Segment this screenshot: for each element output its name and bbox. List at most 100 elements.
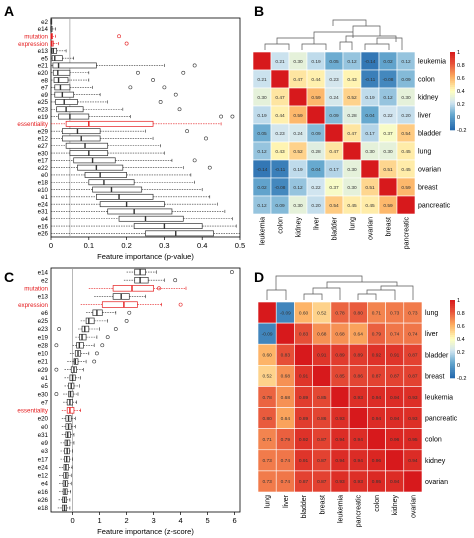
outlier-point — [219, 114, 224, 119]
cell-value-label: -0.14 — [257, 167, 268, 173]
category-label: e20 — [38, 70, 49, 77]
x-tick-label: 0.2 — [121, 241, 131, 250]
colorbar-segment — [450, 325, 455, 328]
column-label: ovarian — [368, 217, 375, 240]
cell-value-label: 0.74 — [390, 331, 400, 337]
cell-value-label: 0.52 — [262, 374, 272, 380]
cell-value-label: 0.64 — [281, 416, 291, 422]
category-label: mutation — [24, 286, 48, 293]
category-label: e21 — [38, 359, 49, 366]
colorbar-segment — [450, 120, 455, 123]
cell-value-label: 0.60 — [299, 310, 309, 316]
cell-value-label: 0.44 — [275, 113, 285, 119]
cell-value-label: 0.91 — [299, 374, 309, 380]
cell-value-label: 0.37 — [329, 185, 339, 191]
cell-value-label: 0.23 — [329, 77, 339, 83]
colorbar-segment — [450, 309, 455, 312]
colorbar-segment — [450, 364, 455, 367]
cell-value-label: 0.12 — [347, 59, 357, 65]
cell-value-label: 0.45 — [401, 167, 411, 173]
cell-value-label: 0.95 — [372, 479, 382, 485]
colorbar-tick-label: 1 — [457, 50, 460, 56]
cell-value-label: 0.96 — [372, 458, 382, 464]
cell-value-label: 0.22 — [311, 185, 321, 191]
panel-c-boxplot: e14e2mutatione13expressione6e25e23e19e28… — [17, 267, 241, 536]
cell-value-label: 0.45 — [365, 203, 375, 209]
cell-value-label: 0.60 — [262, 353, 272, 359]
row-label: leukemia — [425, 395, 453, 402]
heatmap-cell — [306, 105, 326, 125]
cell-value-label: 0.59 — [383, 203, 393, 209]
outlier-point — [117, 34, 121, 39]
cell-value-label: 0.09 — [401, 77, 411, 83]
x-tick-label: 0.1 — [84, 241, 94, 250]
outlier-point — [54, 343, 59, 348]
column-label: breast — [319, 495, 326, 515]
colorbar-segment — [450, 329, 455, 332]
outlier-point — [178, 302, 183, 307]
cell-value-label: -0.08 — [275, 185, 286, 191]
column-label: breast — [386, 217, 393, 237]
colorbar-segment — [450, 71, 455, 74]
category-label: e18 — [38, 179, 49, 186]
panel-label-c: C — [4, 269, 14, 285]
colorbar-segment — [450, 110, 455, 113]
category-label: e23 — [38, 106, 49, 113]
heatmap-cell — [252, 51, 272, 71]
cell-value-label: 0.94 — [390, 416, 400, 422]
category-label: e31 — [38, 209, 49, 216]
colorbar-segment — [450, 300, 455, 303]
category-label: e9 — [41, 440, 48, 447]
colorbar-segment — [450, 313, 455, 316]
cell-value-label: 0.20 — [401, 113, 411, 119]
cell-value-label: 0.79 — [281, 437, 291, 443]
panel-d-heatmap: -0.09 0.60 0.52 0.78 0.80 0.71 0.73 0.73-0.09 0.… — [257, 275, 466, 527]
row-label: liver — [418, 113, 432, 120]
row-label: lung — [418, 149, 431, 156]
category-label: expression — [18, 302, 48, 309]
cell-value-label: 0.12 — [257, 203, 267, 209]
box — [85, 317, 95, 325]
cell-value-label: 0.91 — [390, 353, 400, 359]
cell-value-label: 0.73 — [262, 458, 272, 464]
x-tick-label: 1 — [98, 516, 102, 525]
category-label: e2 — [41, 277, 48, 284]
box — [88, 179, 135, 186]
cell-value-label: 0.87 — [317, 437, 327, 443]
heatmap-cell — [312, 365, 332, 387]
heatmap-cell — [367, 428, 386, 451]
heatmap-cell — [348, 407, 368, 429]
cell-value-label: 0.73 — [390, 310, 400, 316]
colorbar-segment — [450, 98, 455, 102]
category-label: e16 — [38, 223, 49, 230]
box — [84, 172, 127, 178]
category-label: e4 — [41, 216, 48, 223]
category-label: e14 — [38, 269, 49, 276]
cell-value-label: 0.89 — [299, 395, 309, 401]
row-label: bladder — [425, 352, 449, 359]
cell-value-label: 0.94 — [390, 395, 400, 401]
cell-value-label: 0.92 — [372, 353, 382, 359]
x-axis-title: Feature importance (p-value) — [97, 252, 194, 261]
cell-value-label: 0.91 — [299, 458, 309, 464]
cell-value-label: 0.28 — [347, 113, 357, 119]
colorbar-segment — [450, 354, 455, 357]
outlier-point — [207, 165, 212, 170]
cell-value-label: 0.30 — [401, 95, 411, 101]
row-label: breast — [425, 373, 445, 380]
outlier-point — [181, 70, 186, 75]
box — [54, 84, 71, 91]
box — [58, 113, 90, 120]
category-label: e8 — [41, 77, 48, 84]
category-label: e1 — [41, 375, 48, 382]
category-label: e17 — [38, 158, 49, 165]
cell-value-label: 0.54 — [401, 131, 411, 137]
cell-value-label: 0.71 — [372, 310, 382, 316]
cell-value-label: 0.20 — [311, 203, 321, 209]
row-label: breast — [418, 185, 438, 192]
colorbar-tick-label: 0.8 — [457, 63, 465, 69]
cell-value-label: 0.51 — [383, 167, 393, 173]
colorbar-segment — [450, 317, 455, 320]
colorbar-tick-label: -0.2 — [457, 376, 466, 382]
panel-b-heatmap: 0.21 0.30 0.19 0.05 0.12 -0.14 0.02 0.120.21 0.4… — [252, 19, 466, 249]
